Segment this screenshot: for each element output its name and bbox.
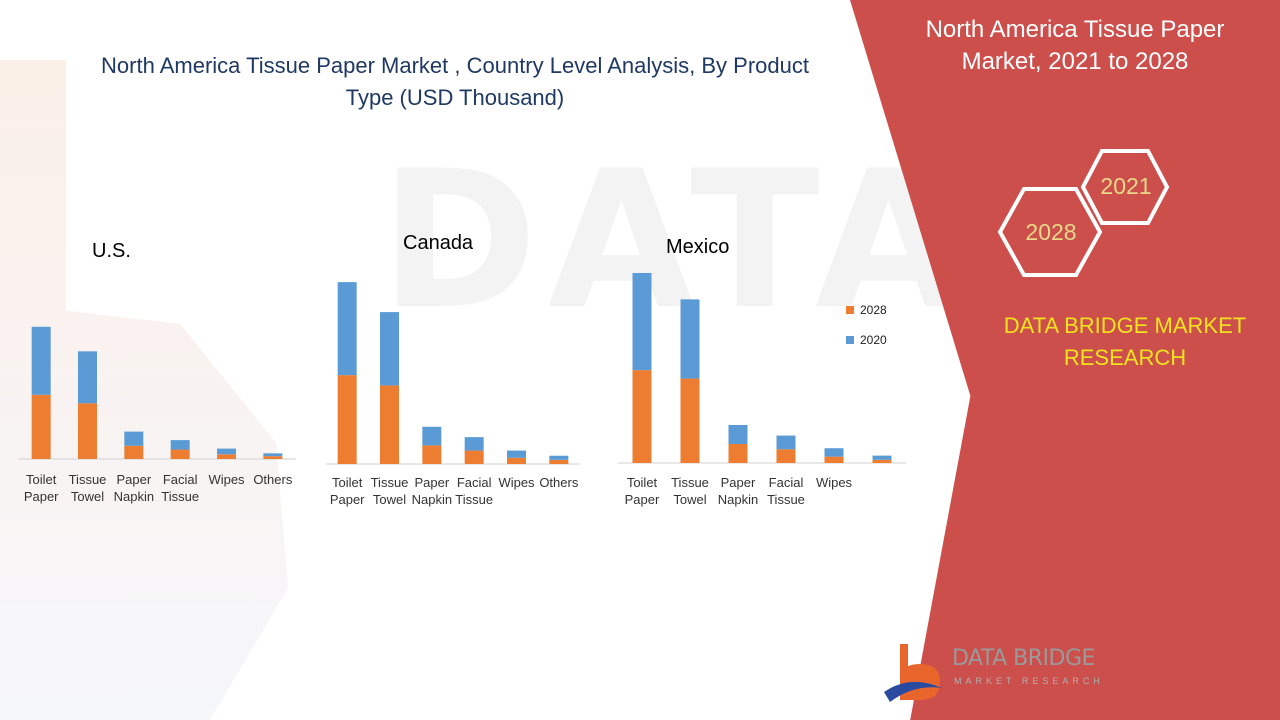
bar-2020 [263, 453, 283, 457]
category-label: Others [539, 475, 579, 490]
bar-2020 [170, 440, 190, 450]
category-label: Wipes [816, 475, 853, 490]
legend-label-2028: 2028 [860, 303, 887, 317]
bar-2020 [776, 435, 796, 450]
category-label: Paper Napkin [412, 475, 452, 507]
category-label: Toilet Paper [24, 472, 59, 504]
bar-2028 [632, 370, 652, 463]
category-label: Facial Tissue [767, 475, 805, 507]
legend-item-2028: 2028 [846, 303, 887, 317]
bar-2028 [422, 445, 442, 464]
bar-2028 [776, 449, 796, 463]
bar-2028 [170, 449, 190, 459]
bar-2020 [728, 425, 748, 444]
legend-swatch-2020 [846, 336, 854, 344]
bar-2028 [337, 375, 357, 464]
chart-label-mexico: Mexico [666, 236, 730, 258]
chart-label-canada: Canada [403, 232, 474, 254]
category-label: Facial Tissue [161, 472, 199, 504]
panel-title: North America Tissue Paper Market, 2021 … [925, 16, 1225, 75]
bar-2020 [217, 448, 236, 455]
bar-2028 [380, 385, 399, 464]
legend-item-2020: 2020 [846, 333, 887, 347]
category-label: Facial Tissue [455, 475, 493, 507]
bar-2020 [464, 437, 484, 451]
bar-2020 [549, 455, 569, 460]
bar-2020 [337, 282, 357, 376]
bar-2028 [680, 378, 700, 463]
category-label: Wipes [498, 475, 535, 490]
data-bridge-logo-icon [884, 644, 942, 702]
category-label: Paper Napkin [718, 475, 758, 507]
bar-2020 [31, 326, 51, 395]
category-label: Tissue Towel [671, 475, 709, 507]
category-label: Tissue Towel [371, 475, 409, 507]
bar-2020 [507, 450, 526, 458]
logo-subtitle: MARKET RESEARCH [954, 676, 1104, 686]
legend-label-2020: 2020 [860, 333, 887, 347]
bar-2020 [872, 455, 892, 460]
bar-2028 [728, 444, 748, 463]
bar-2020 [632, 273, 652, 371]
bar-2028 [464, 450, 484, 464]
hexagon-label-2021: 2021 [1100, 173, 1152, 199]
logo-name: DATA BRIDGE [952, 646, 1095, 671]
bar-2020 [824, 448, 844, 457]
bar-2028 [217, 454, 236, 459]
hexagon-2028 [997, 187, 1103, 277]
brand-name: DATA BRIDGE MARKET RESEARCH [1003, 313, 1247, 370]
bar-2028 [872, 459, 892, 463]
category-label: Toilet Paper [625, 475, 660, 507]
hexagon-2021 [1080, 149, 1170, 225]
bar-2020 [124, 431, 144, 446]
bar-2028 [124, 445, 144, 459]
category-label: Tissue Towel [69, 472, 107, 504]
bar-2028 [263, 456, 283, 459]
category-label: Wipes [208, 472, 245, 487]
category-label: Toilet Paper [330, 475, 365, 507]
bar-2028 [507, 457, 526, 464]
bar-2020 [380, 312, 399, 386]
bar-2020 [422, 426, 442, 446]
bar-2020 [78, 351, 97, 404]
category-label: Others [253, 472, 293, 487]
bar-2028 [31, 394, 51, 459]
bar-2028 [549, 459, 569, 464]
hexagon-label-2028: 2028 [1025, 219, 1077, 245]
bar-2020 [680, 299, 700, 379]
bar-2028 [78, 403, 97, 459]
bar-2028 [824, 456, 844, 463]
chart-label-us: U.S. [92, 240, 131, 262]
category-label: Paper Napkin [114, 472, 154, 504]
legend-swatch-2028 [846, 306, 854, 314]
chart-title: North America Tissue Paper Market , Coun… [101, 53, 809, 110]
